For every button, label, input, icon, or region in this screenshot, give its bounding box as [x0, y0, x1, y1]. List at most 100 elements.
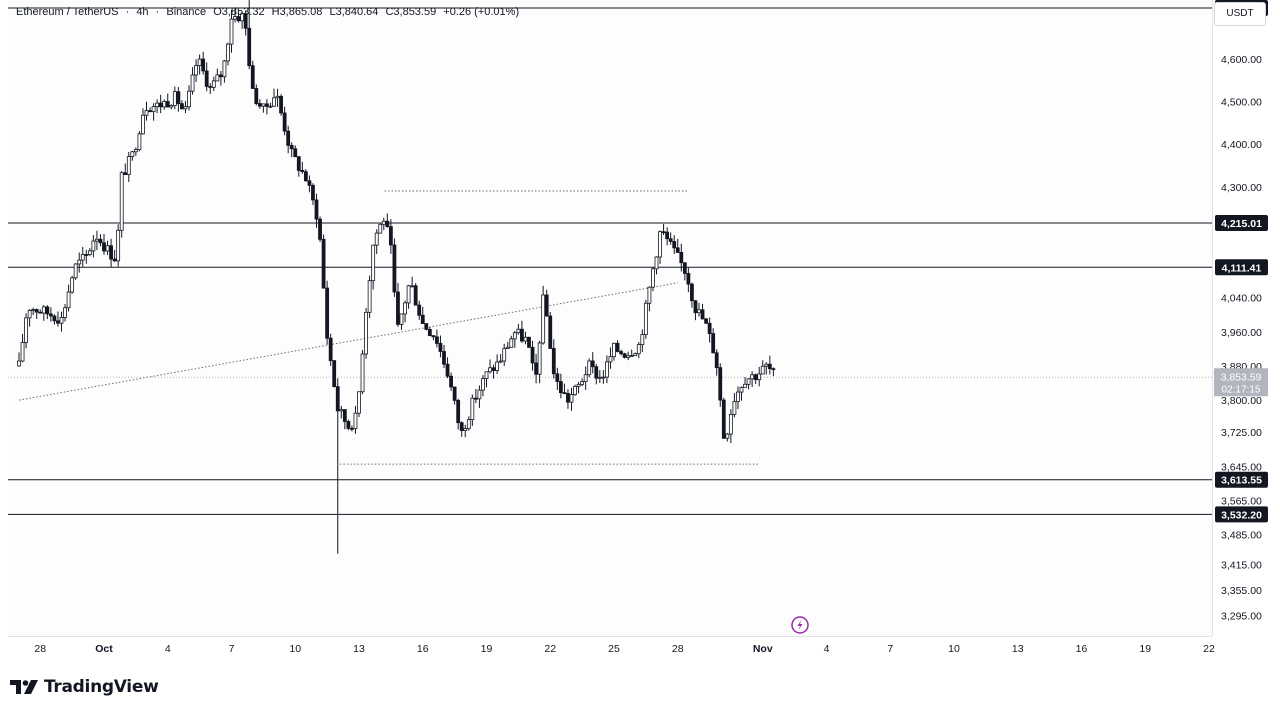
- candle-down: [112, 258, 117, 262]
- candle-up: [126, 156, 131, 175]
- candle-up: [636, 344, 641, 355]
- trendline[interactable]: [18, 282, 678, 401]
- candlestick-chart[interactable]: 4,807.984,719.004,215.014,111.413,613.55…: [0, 0, 1280, 662]
- candle-up: [17, 360, 21, 367]
- candle-down: [38, 311, 43, 314]
- candle-down: [753, 374, 758, 381]
- candle-up: [399, 313, 404, 325]
- legend-high: H3,865.08: [271, 6, 323, 18]
- candle-up: [77, 259, 82, 265]
- candle-down: [424, 323, 429, 330]
- time-tick-label: 7: [229, 643, 235, 655]
- price-level-tag: [1215, 215, 1268, 232]
- candle-down: [243, 13, 248, 29]
- candle-up: [601, 376, 606, 379]
- candle-up: [633, 353, 638, 356]
- candle-up: [739, 386, 744, 393]
- candle-down: [208, 86, 213, 88]
- legend-low: L3,840.64: [329, 6, 379, 18]
- candle-up: [523, 336, 528, 342]
- candle-up: [268, 105, 273, 108]
- price-tick-label: 3,725.00: [1221, 427, 1262, 439]
- candle-up: [172, 91, 177, 106]
- candle-up: [509, 338, 514, 348]
- candle-up: [757, 373, 762, 381]
- symbol-legend: Ethereum / TetherUS · 4h · Binance O3,85…: [16, 6, 523, 18]
- candle-up: [760, 365, 765, 375]
- candle-down: [548, 315, 553, 349]
- time-tick-label: 7: [887, 643, 893, 655]
- candle-up: [569, 394, 574, 403]
- candle-up: [87, 250, 92, 256]
- candle-up: [240, 13, 245, 22]
- candle-down: [417, 304, 422, 316]
- time-axis[interactable]: [8, 636, 1212, 663]
- candle-down: [555, 373, 560, 382]
- candle-up: [612, 342, 616, 358]
- time-tick-label: Nov: [753, 643, 773, 655]
- price-tick-label: 3,355.00: [1221, 585, 1262, 597]
- price-tick-label: 3,800.00: [1221, 395, 1262, 407]
- candle-up: [750, 374, 755, 380]
- candle-down: [346, 421, 351, 429]
- candle-up: [141, 114, 145, 135]
- candle-down: [445, 363, 450, 377]
- time-tick-label: 10: [289, 643, 301, 655]
- candle-down: [342, 409, 347, 422]
- candle-down: [718, 367, 723, 401]
- candle-up: [658, 231, 662, 258]
- candle-up: [169, 105, 174, 108]
- legend-exchange: Binance: [166, 6, 207, 18]
- time-tick-label: Oct: [95, 643, 113, 655]
- candle-down: [431, 335, 436, 338]
- candle-up: [222, 60, 227, 78]
- candle-down: [123, 172, 128, 175]
- price-tick-label: 3,960.00: [1221, 327, 1262, 339]
- candle-down: [686, 273, 691, 285]
- candle-up: [233, 16, 237, 20]
- chart-plot-area[interactable]: [8, 0, 1212, 636]
- candle-down: [296, 156, 301, 171]
- tradingview-logo-icon: [10, 680, 38, 694]
- candle-down: [325, 287, 330, 339]
- price-tick-label: 3,415.00: [1221, 559, 1262, 571]
- time-tick-label: 13: [353, 643, 365, 655]
- currency-selector[interactable]: USDT: [1214, 2, 1266, 26]
- candle-down: [321, 238, 326, 289]
- price-axis[interactable]: [1212, 0, 1280, 636]
- price-level-tag: [1215, 471, 1268, 488]
- candle-up: [605, 361, 609, 378]
- legend-symbol[interactable]: Ethereum / TetherUS: [16, 6, 119, 18]
- legend-interval[interactable]: 4h: [136, 6, 149, 18]
- candle-up: [481, 378, 485, 391]
- candle-up: [608, 356, 613, 363]
- candle-down: [335, 386, 340, 412]
- candle-down: [615, 342, 620, 352]
- candle-down: [254, 88, 259, 104]
- candle-down: [452, 386, 457, 401]
- candle-down: [449, 375, 453, 388]
- candle-down: [293, 148, 298, 158]
- candle-down: [456, 399, 461, 424]
- candle-up: [194, 65, 198, 76]
- candle-up: [541, 294, 546, 344]
- candle-down: [34, 309, 39, 313]
- candle-up: [66, 291, 71, 309]
- candle-up: [137, 133, 142, 151]
- candle-up: [640, 334, 645, 346]
- candle-down: [176, 91, 181, 105]
- price-tick-label: 4,300.00: [1221, 182, 1262, 194]
- candle-down: [420, 314, 425, 325]
- candle-down: [534, 362, 538, 375]
- candle-up: [27, 310, 32, 319]
- candle-down: [56, 320, 60, 324]
- candle-up: [70, 277, 75, 293]
- candle-up: [580, 381, 585, 385]
- candle-up: [732, 401, 737, 415]
- price-level-label: 4,215.01: [1221, 218, 1262, 230]
- brand[interactable]: TradingView: [10, 677, 159, 697]
- time-tick-label: 19: [1139, 643, 1151, 655]
- candle-up: [466, 419, 471, 430]
- candle-up: [73, 263, 78, 279]
- candle-down: [721, 399, 726, 439]
